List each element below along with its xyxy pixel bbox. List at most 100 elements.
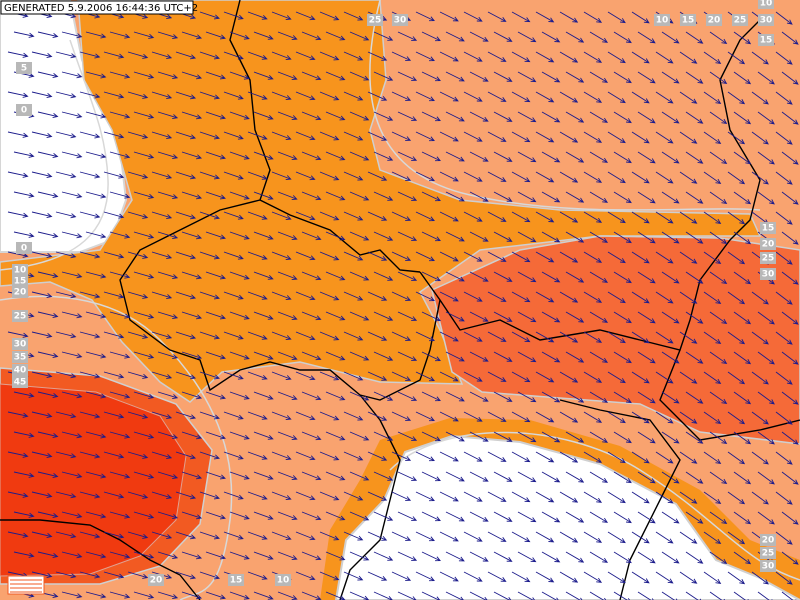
wind-arrow bbox=[127, 531, 149, 539]
wind-arrow bbox=[439, 331, 459, 342]
wind-arrow bbox=[751, 451, 769, 465]
wind-arrow bbox=[421, 391, 441, 402]
wind-arrow bbox=[37, 271, 59, 279]
wind-arrow bbox=[85, 391, 107, 399]
wind-arrow bbox=[631, 531, 650, 544]
wind-arrow bbox=[247, 211, 268, 220]
wind-arrow bbox=[421, 511, 441, 522]
border bbox=[419, 19, 761, 351]
wind-arrow bbox=[685, 151, 704, 164]
wind-arrow bbox=[109, 551, 131, 559]
wind-arrow bbox=[493, 151, 513, 162]
wind-arrow bbox=[55, 491, 77, 499]
contour-label: 15 bbox=[230, 576, 243, 586]
wind-arrow bbox=[277, 151, 298, 160]
wind-arrow bbox=[295, 291, 316, 301]
wind-arrow bbox=[493, 191, 513, 202]
wind-arrow bbox=[253, 351, 274, 360]
wind-arrow bbox=[151, 331, 173, 340]
wind-arrow bbox=[559, 451, 579, 463]
wind-arrow bbox=[277, 71, 298, 80]
wind-arrow bbox=[781, 271, 799, 285]
wind-arrow bbox=[13, 431, 35, 438]
wind-arrow bbox=[517, 31, 537, 43]
wind-arrow bbox=[271, 51, 292, 60]
wind-arrow bbox=[631, 171, 650, 184]
wind-arrow bbox=[103, 531, 125, 539]
wind-arrow bbox=[31, 331, 53, 339]
wind-arrow bbox=[445, 591, 464, 600]
wind-arrow bbox=[7, 171, 29, 178]
wind-arrow bbox=[229, 111, 250, 120]
wind-arrow bbox=[463, 91, 483, 102]
contour-label-bg bbox=[12, 264, 28, 276]
contour-label: 30 bbox=[762, 270, 775, 280]
wind-arrow bbox=[103, 91, 125, 99]
wind-arrow bbox=[661, 431, 680, 444]
wind-arrow bbox=[703, 91, 722, 105]
wind-arrows bbox=[7, 11, 799, 600]
wind-arrow bbox=[61, 351, 83, 359]
wind-arrow bbox=[229, 591, 250, 600]
wind-arrow bbox=[565, 231, 585, 243]
wind-arrow bbox=[277, 271, 298, 280]
wind-arrow bbox=[157, 351, 179, 360]
wind-arrow bbox=[703, 571, 722, 585]
wind-arrow bbox=[589, 71, 609, 83]
wind-arrow bbox=[109, 111, 131, 119]
wind-arrow bbox=[655, 371, 674, 384]
wind-arrow bbox=[487, 131, 507, 142]
legend-icon bbox=[7, 575, 45, 595]
wind-arrow bbox=[7, 211, 29, 218]
wind-arrow bbox=[487, 291, 507, 302]
contour-label: 15 bbox=[762, 224, 775, 234]
wind-arrow bbox=[487, 371, 507, 382]
wind-arrow bbox=[439, 411, 459, 422]
contour-label-bg bbox=[148, 574, 164, 586]
wind-arrow bbox=[205, 391, 226, 400]
wind-arrow bbox=[493, 231, 513, 242]
wind-arrow bbox=[751, 91, 769, 105]
wind-arrow bbox=[127, 51, 149, 59]
wind-arrow bbox=[607, 91, 626, 104]
wind-arrow bbox=[277, 551, 298, 560]
wind-arrow bbox=[637, 351, 656, 364]
contour-label-bg bbox=[760, 238, 776, 250]
contour-label-bg bbox=[760, 252, 776, 264]
wind-arrow bbox=[727, 291, 746, 305]
wind-arrow bbox=[181, 431, 203, 440]
wind-arrow bbox=[781, 31, 799, 45]
wind-arrow bbox=[397, 191, 418, 201]
contour-label: 45 bbox=[14, 378, 27, 388]
wind-arrow bbox=[13, 31, 35, 38]
wind-arrow bbox=[781, 71, 799, 85]
wind-arrow bbox=[247, 371, 268, 380]
wind-arrow bbox=[421, 471, 441, 482]
contour-label: 10 bbox=[760, 0, 773, 9]
wind-arrow bbox=[775, 291, 793, 305]
wind-arrow bbox=[55, 251, 77, 259]
wind-arrow bbox=[223, 411, 244, 420]
wind-arrow bbox=[631, 291, 650, 304]
wind-arrow bbox=[541, 111, 561, 123]
wind-arrow bbox=[757, 311, 775, 325]
wind-arrow bbox=[751, 131, 769, 145]
wind-arrow bbox=[373, 151, 394, 161]
wind-arrow bbox=[229, 431, 250, 440]
wind-arrow bbox=[415, 411, 435, 422]
wind-arrow bbox=[391, 491, 412, 501]
wind-arrow bbox=[517, 151, 537, 163]
wind-arrow bbox=[199, 411, 220, 420]
wind-arrow bbox=[319, 131, 340, 141]
wind-arrow bbox=[271, 451, 292, 460]
wind-arrow bbox=[775, 371, 793, 385]
wind-arrow bbox=[397, 311, 418, 321]
wind-arrow bbox=[733, 31, 752, 45]
wind-arrow bbox=[439, 451, 459, 462]
contour bbox=[389, 431, 800, 581]
legend-box bbox=[7, 575, 45, 595]
wind-arrow bbox=[511, 571, 531, 583]
wind-arrow bbox=[445, 351, 465, 362]
wind-arrow bbox=[325, 471, 346, 481]
